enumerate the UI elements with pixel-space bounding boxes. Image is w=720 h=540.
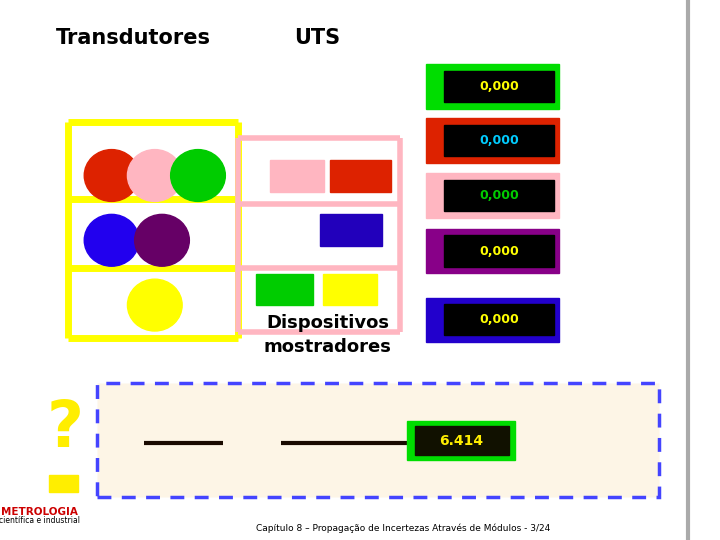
Text: 0,000: 0,000	[479, 80, 519, 93]
Text: UTS: UTS	[294, 28, 340, 48]
Text: 0,000: 0,000	[479, 134, 519, 147]
Bar	[407, 421, 515, 460]
Bar	[426, 64, 559, 109]
Text: METROLOGIA: METROLOGIA	[1, 507, 78, 517]
Bar	[444, 180, 554, 211]
Bar	[444, 304, 554, 335]
Text: científica e industrial: científica e industrial	[0, 516, 80, 525]
Bar	[444, 125, 554, 156]
Text: Capítulo 8 – Propagação de Incertezas Através de Módulos - 3/24: Capítulo 8 – Propagação de Incertezas At…	[256, 523, 550, 533]
Bar	[323, 274, 377, 305]
Text: 0,000: 0,000	[479, 245, 519, 258]
Bar	[256, 274, 313, 305]
Bar	[415, 426, 509, 455]
Ellipse shape	[127, 150, 182, 201]
Ellipse shape	[135, 214, 189, 266]
FancyBboxPatch shape	[97, 383, 659, 497]
Bar	[444, 235, 554, 267]
Ellipse shape	[84, 150, 139, 201]
Text: ?: ?	[46, 399, 84, 460]
Bar	[426, 173, 559, 218]
Text: 6.414: 6.414	[438, 434, 483, 448]
Ellipse shape	[171, 150, 225, 201]
Bar	[49, 475, 78, 492]
Text: Transdutores: Transdutores	[55, 28, 211, 48]
Text: 0,000: 0,000	[479, 313, 519, 326]
Bar	[426, 298, 559, 342]
Text: 0,000: 0,000	[479, 189, 519, 202]
Bar	[270, 160, 324, 192]
Bar	[426, 118, 559, 163]
Ellipse shape	[127, 279, 182, 331]
Bar	[320, 214, 382, 246]
Bar	[444, 71, 554, 102]
Text: Dispositivos
mostradores: Dispositivos mostradores	[264, 314, 392, 356]
Bar	[426, 229, 559, 273]
Ellipse shape	[84, 214, 139, 266]
Bar	[330, 160, 391, 192]
